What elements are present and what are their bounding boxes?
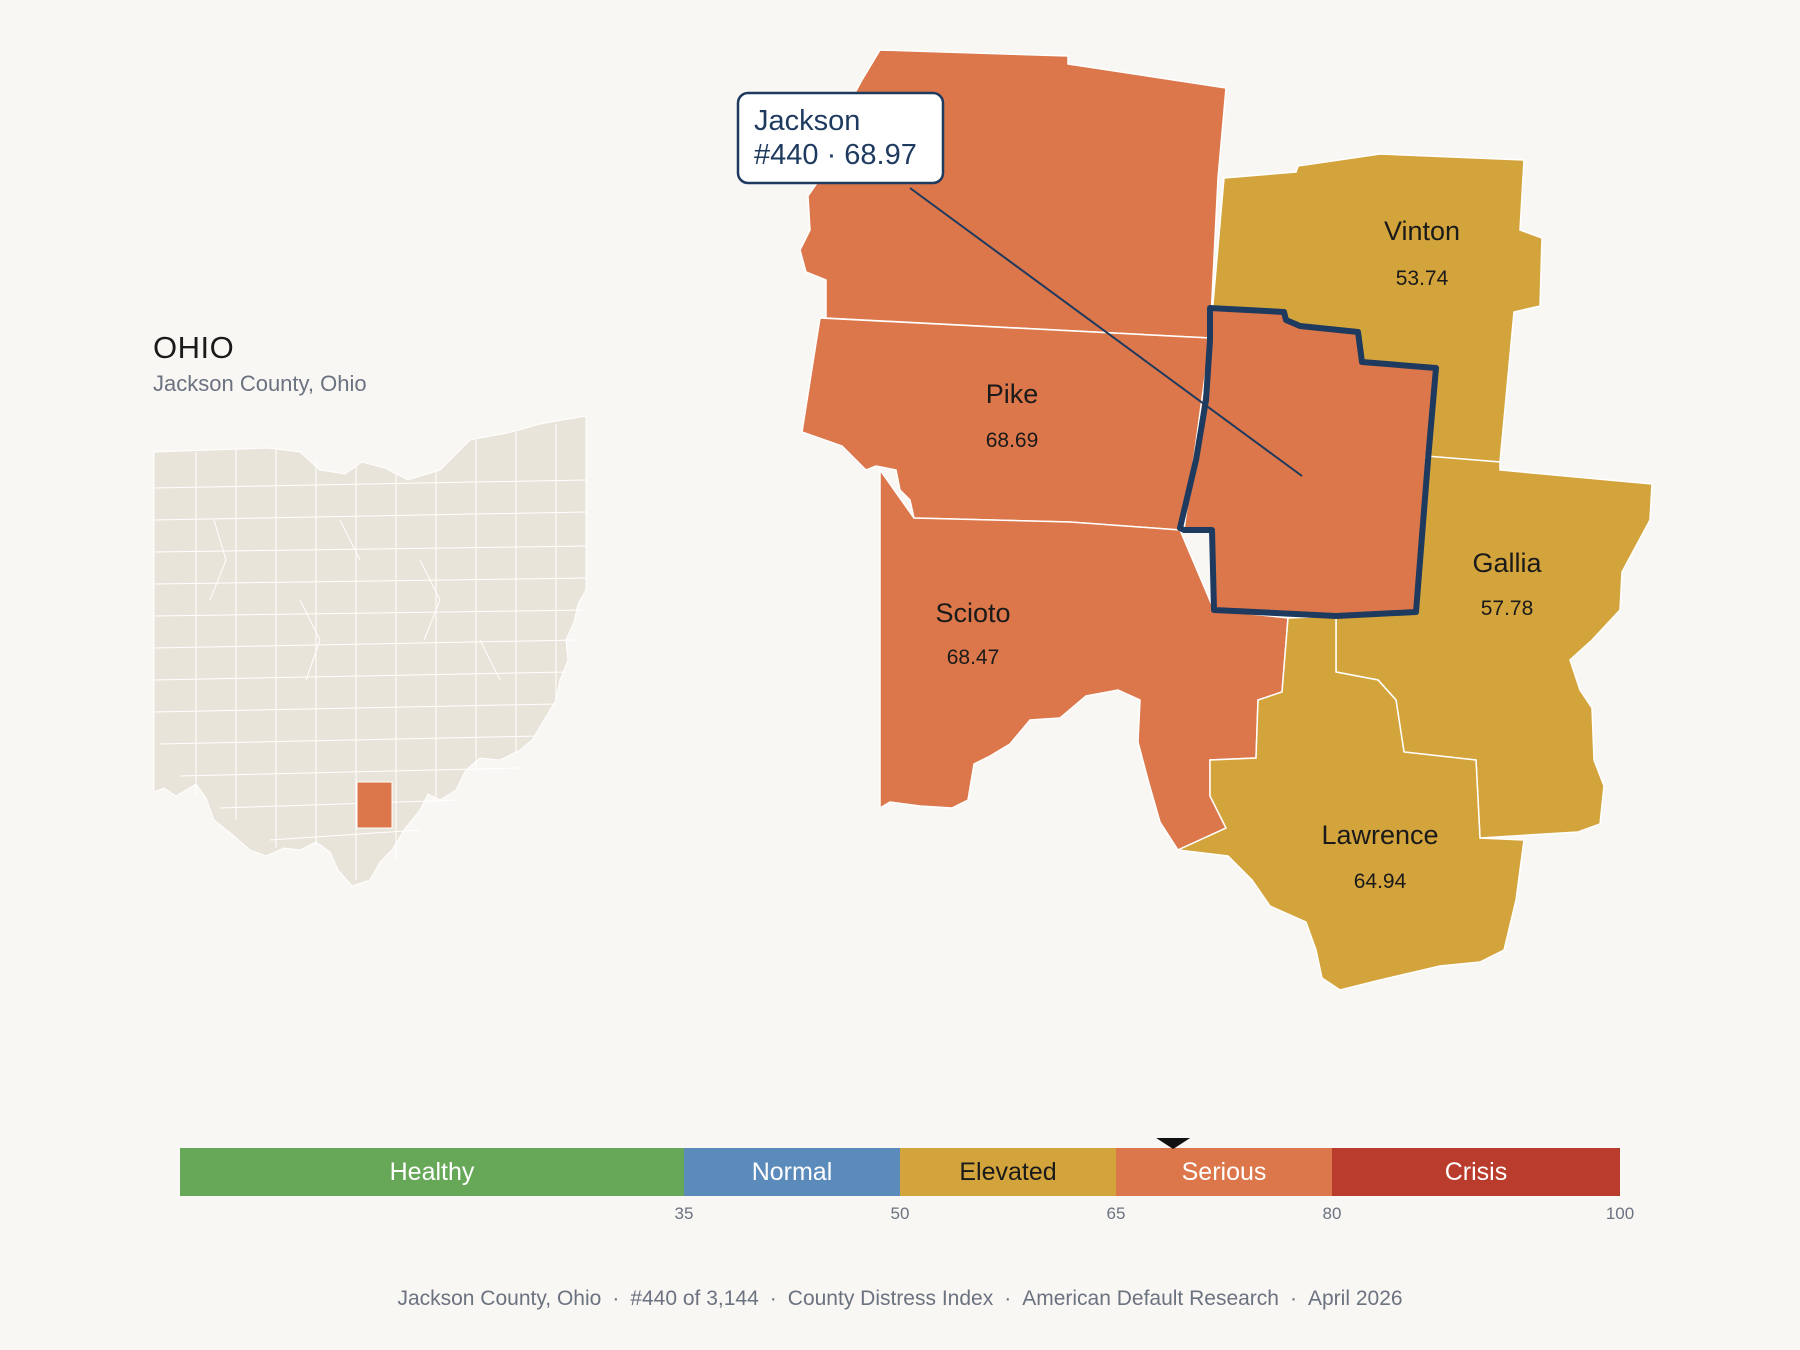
- state-title: OHIO: [153, 330, 235, 365]
- footer-county: Jackson County, Ohio: [397, 1287, 602, 1310]
- ohio-inset-map: [153, 415, 587, 887]
- county-score-scioto: 68.47: [947, 646, 1000, 669]
- legend-marker-icon: [1156, 1138, 1191, 1149]
- legend-segment-serious: [1116, 1148, 1332, 1196]
- county-score-lawrence: 64.94: [1354, 870, 1407, 893]
- callout-box: [736, 91, 945, 185]
- footer-publisher: American Default Research: [1022, 1287, 1279, 1310]
- footer: Jackson County, Ohio · #440 of 3,144 · Count…: [397, 1287, 1403, 1310]
- callout-county-name: Jackson: [754, 105, 860, 137]
- legend-label-elevated: Elevated: [959, 1158, 1056, 1186]
- legend-segment-normal: [684, 1148, 900, 1196]
- county-label-pike: Pike: [986, 379, 1039, 409]
- county-labels: Vinton 53.74 Pike 68.69 Gallia 57.78 Sci…: [935, 216, 1542, 893]
- county-pike: [801, 317, 1211, 531]
- county-label-gallia: Gallia: [1472, 548, 1542, 578]
- legend-segment-crisis: [1332, 1148, 1620, 1196]
- county-label-vinton: Vinton: [1384, 216, 1460, 246]
- footer-date: April 2026: [1307, 1287, 1403, 1310]
- footer-index-name: County Distress Index: [787, 1287, 994, 1310]
- ohio-inset-jackson-highlight: [356, 781, 393, 829]
- state-subtitle: Jackson County, Ohio: [153, 371, 367, 396]
- county-label-lawrence: Lawrence: [1321, 820, 1438, 850]
- footer-rank: #440 of 3,144: [630, 1287, 759, 1310]
- county-score-vinton: 53.74: [1396, 267, 1449, 290]
- legend-tick-80: 80: [1323, 1204, 1342, 1223]
- county-label-scioto: Scioto: [935, 598, 1010, 628]
- county-score-gallia: 57.78: [1481, 597, 1534, 620]
- legend-label-normal: Normal: [752, 1158, 833, 1186]
- county-score-pike: 68.69: [986, 429, 1039, 452]
- legend-label-crisis: Crisis: [1445, 1158, 1508, 1186]
- callout-rank-score: #440 · 68.97: [754, 139, 917, 171]
- legend-tick-100: 100: [1606, 1204, 1634, 1223]
- distress-legend: Healthy Normal Elevated Serious Crisis 35 50 65…: [180, 1138, 1634, 1223]
- legend-label-healthy: Healthy: [390, 1158, 475, 1186]
- legend-tick-50: 50: [891, 1204, 910, 1223]
- legend-tick-35: 35: [675, 1204, 694, 1223]
- legend-tick-65: 65: [1107, 1204, 1126, 1223]
- callout-leader-line: [909, 187, 1303, 477]
- legend-segment-healthy: [180, 1148, 684, 1196]
- ohio-county-grid: [153, 424, 587, 880]
- county-lawrence: [1175, 615, 1525, 991]
- county-scioto: [879, 467, 1289, 851]
- ohio-state-shape: [153, 415, 587, 887]
- regional-map: [799, 49, 1653, 991]
- jackson-callout: Jackson #440 · 68.97: [736, 91, 1303, 477]
- legend-label-serious: Serious: [1182, 1158, 1267, 1186]
- county-jackson-outline: [1177, 305, 1439, 619]
- legend-segment-elevated: [900, 1148, 1116, 1196]
